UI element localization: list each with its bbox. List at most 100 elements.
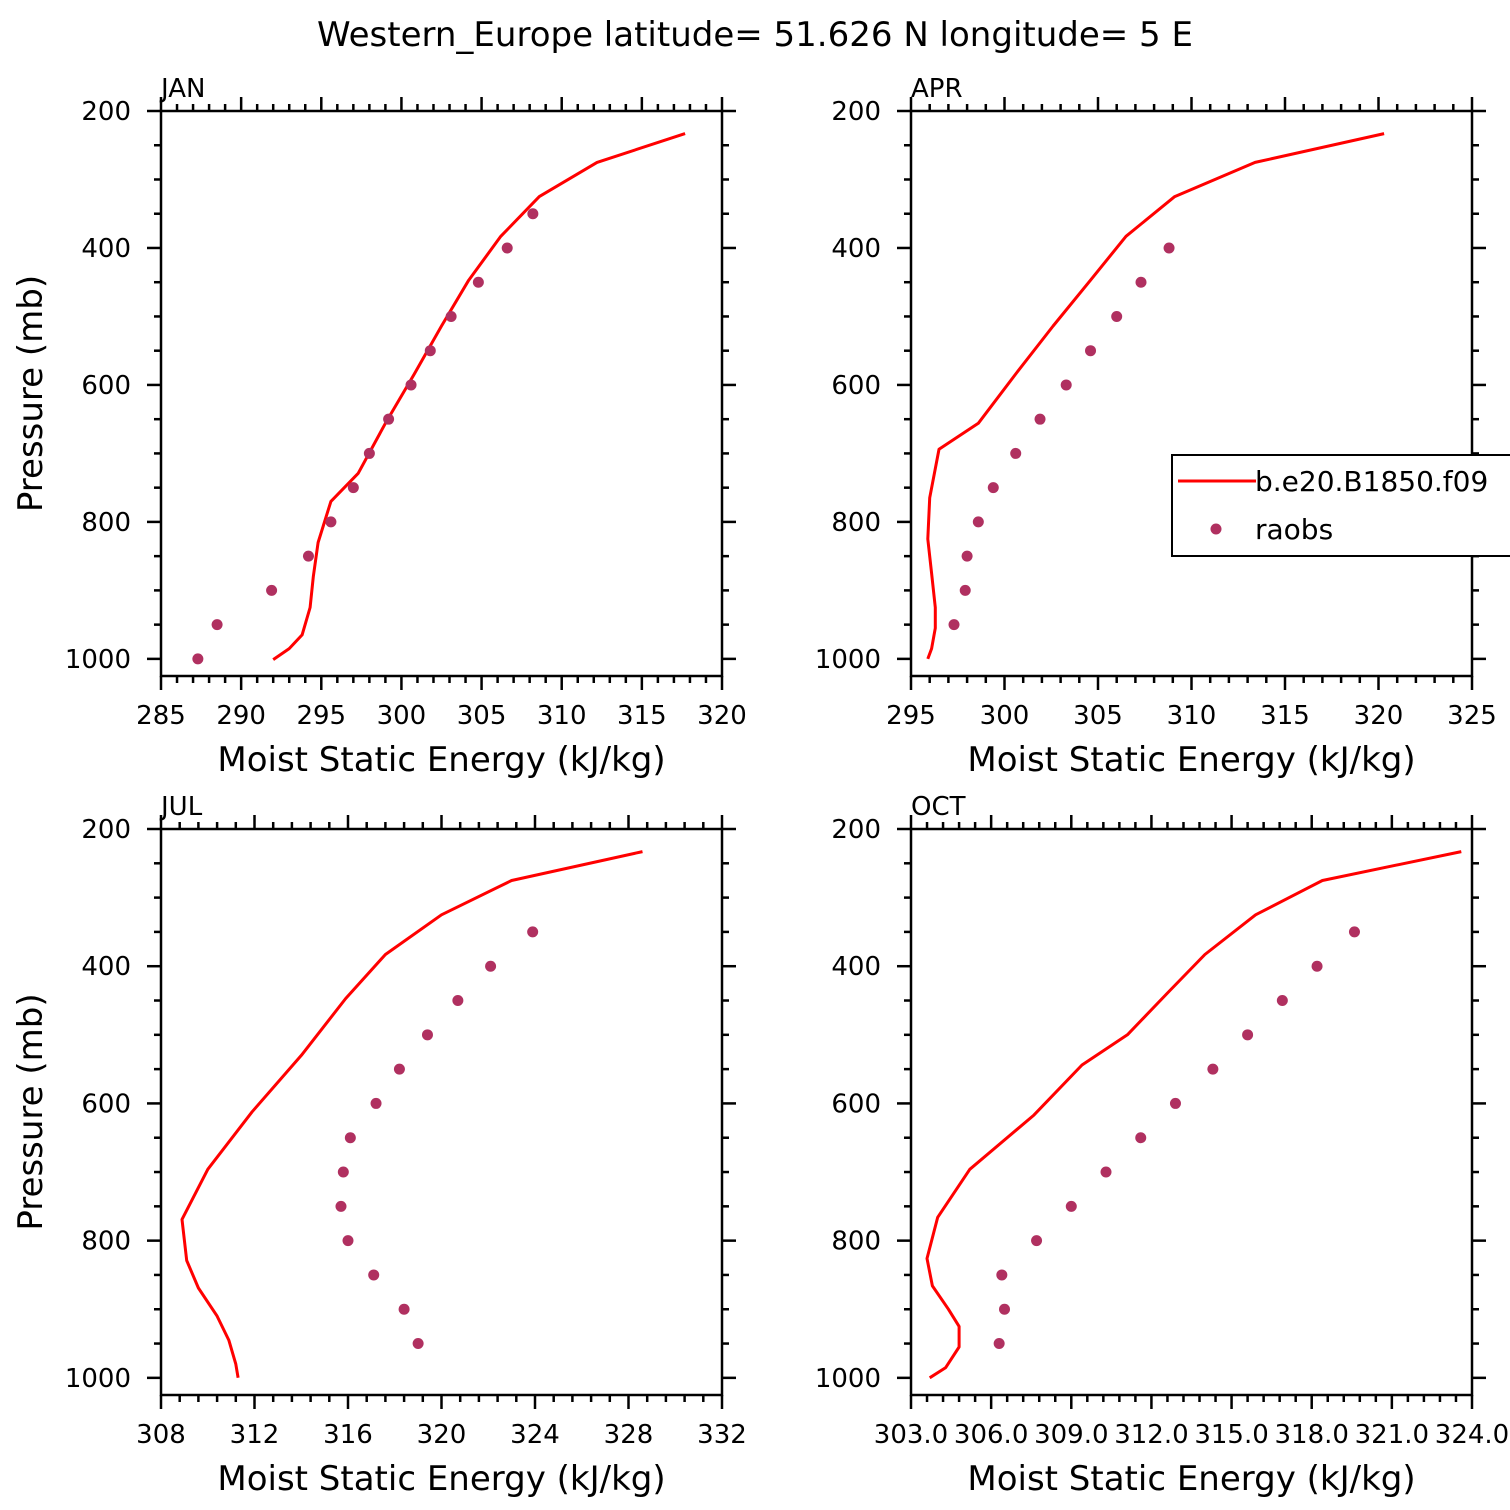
y-axis-label: Pressure (mb) — [11, 275, 51, 512]
legend: b.e20.B1850.f09 raobs — [1171, 454, 1510, 557]
y-tick-label: 800 — [831, 508, 881, 538]
x-axis-label: Moist Static Energy (kJ/kg) — [967, 740, 1415, 780]
raobs-point — [1034, 413, 1046, 425]
x-tick-label: 312.0 — [1114, 1420, 1188, 1450]
y-tick-label: 800 — [81, 508, 131, 538]
x-tick-label: 315 — [1260, 701, 1310, 731]
raobs-point — [266, 584, 278, 596]
model-series-line — [272, 132, 686, 661]
x-tick-label: 306.0 — [954, 1420, 1028, 1450]
legend-entry-label: b.e20.B1850.f09 — [1255, 465, 1488, 498]
raobs-point — [302, 550, 314, 562]
raobs-point — [325, 516, 337, 528]
legend-box — [1171, 454, 1510, 557]
raobs-point — [370, 1097, 382, 1109]
raobs-point — [485, 960, 497, 972]
raobs-point — [961, 550, 973, 562]
y-tick-label: 600 — [81, 1089, 131, 1119]
raobs-point — [211, 619, 223, 631]
x-tick-label: 325 — [1447, 701, 1497, 731]
y-tick-label: 600 — [81, 371, 131, 401]
panel-jul: JUL 308 312 316 320 324 328 332 200 400 600 800 1000… — [11, 792, 747, 1499]
y-tick-label: 1000 — [65, 645, 131, 675]
plot-frame — [159, 109, 724, 678]
raobs-point — [342, 1235, 354, 1247]
x-tick-label: 305 — [457, 701, 507, 731]
raobs-point — [445, 310, 457, 322]
raobs-point — [344, 1132, 356, 1144]
y-tick-label: 400 — [81, 952, 131, 982]
x-tick-label: 320 — [1354, 701, 1404, 731]
raobs-point — [335, 1200, 347, 1212]
panels-group: JAN 285 290 295 300 305 310 315 320 200 400 600 800 1… — [11, 74, 1509, 1499]
raobs-point — [959, 584, 971, 596]
panel-label: JUL — [159, 792, 203, 822]
x-tick-label: 300 — [377, 701, 427, 731]
raobs-point — [393, 1063, 405, 1075]
y-tick-label: 600 — [831, 371, 881, 401]
raobs-point — [993, 1338, 1005, 1350]
raobs-point — [412, 1338, 424, 1350]
raobs-point — [337, 1166, 349, 1178]
model-series-line — [925, 850, 1462, 1380]
y-tick-label: 600 — [831, 1089, 881, 1119]
raobs-point — [452, 995, 464, 1007]
raobs-point — [405, 379, 417, 391]
y-tick-label: 400 — [831, 952, 881, 982]
raobs-point — [1169, 1097, 1181, 1109]
raobs-point — [1207, 1063, 1219, 1075]
raobs-point — [527, 208, 539, 220]
raobs-point — [424, 345, 436, 357]
model-series-line — [926, 132, 1385, 660]
panel-oct: OCT 303.0 306.0 309.0 312.0 315.0 318.0 321.0 32… — [815, 792, 1509, 1499]
panel-jan: JAN 285 290 295 300 305 310 315 320 200 400 600 800 1… — [11, 74, 747, 780]
raobs-point — [1311, 960, 1323, 972]
x-tick-label: 305 — [1073, 701, 1123, 731]
x-tick-label: 295 — [296, 701, 346, 731]
x-tick-label: 318.0 — [1274, 1420, 1348, 1450]
panel-label: JAN — [159, 74, 205, 104]
y-tick-label: 200 — [81, 97, 131, 127]
raobs-point — [527, 926, 539, 938]
legend-marker-swatch — [1210, 523, 1222, 535]
raobs-point — [1135, 1132, 1147, 1144]
raobs-point — [1348, 926, 1360, 938]
raobs-point — [368, 1269, 380, 1281]
raobs-point — [472, 276, 484, 288]
raobs-point — [347, 482, 359, 494]
raobs-point — [1276, 995, 1288, 1007]
y-axis-label: Pressure (mb) — [11, 993, 51, 1230]
x-tick-label: 309.0 — [1034, 1420, 1108, 1450]
raobs-point — [999, 1303, 1010, 1315]
raobs-point — [1163, 242, 1175, 254]
x-axis-label: Moist Static Energy (kJ/kg) — [217, 1459, 665, 1499]
x-tick-label: 315 — [617, 701, 667, 731]
panel-apr: APR 295 300 305 310 315 320 325 200 400 600 800 1000… — [815, 74, 1497, 780]
x-tick-label: 321.0 — [1355, 1420, 1429, 1450]
raobs-point — [383, 413, 395, 425]
raobs-point — [987, 482, 999, 494]
x-tick-label: 315.0 — [1194, 1420, 1268, 1450]
panel-label: OCT — [911, 792, 966, 822]
y-tick-label: 1000 — [815, 645, 881, 675]
y-tick-label: 800 — [831, 1227, 881, 1257]
x-tick-label: 320 — [697, 701, 747, 731]
raobs-point — [1100, 1166, 1112, 1178]
x-tick-label: 324.0 — [1435, 1420, 1509, 1450]
y-tick-label: 200 — [81, 815, 131, 845]
y-tick-label: 1000 — [65, 1364, 131, 1394]
raobs-point — [363, 447, 375, 459]
raobs-point — [948, 619, 960, 631]
plot-frame — [909, 109, 1474, 678]
y-tick-label: 200 — [831, 815, 881, 845]
raobs-point — [1085, 345, 1097, 357]
raobs-point — [1065, 1200, 1077, 1212]
x-tick-label: 324 — [510, 1420, 560, 1450]
y-tick-label: 800 — [81, 1227, 131, 1257]
raobs-point — [1135, 276, 1147, 288]
x-tick-label: 316 — [323, 1420, 373, 1450]
y-tick-label: 400 — [831, 234, 881, 264]
y-tick-label: 400 — [81, 234, 131, 264]
x-tick-label: 328 — [604, 1420, 654, 1450]
raobs-point — [421, 1029, 433, 1041]
